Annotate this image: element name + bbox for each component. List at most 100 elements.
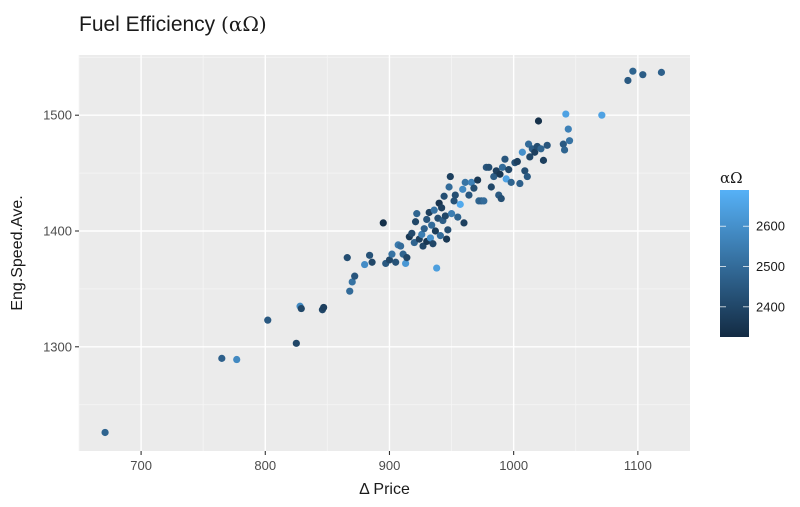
data-point — [430, 206, 438, 214]
data-point — [451, 191, 459, 199]
data-points — [101, 67, 666, 437]
legend-tick-label: 2500 — [756, 259, 785, 274]
major-gridlines — [79, 55, 690, 451]
data-point — [467, 178, 476, 186]
data-point — [460, 219, 468, 227]
x-tick-label: 900 — [379, 458, 401, 473]
data-point — [233, 355, 241, 364]
data-point — [446, 172, 454, 181]
data-point — [348, 278, 356, 286]
x-tick-label: 1100 — [624, 458, 652, 473]
y-axis: 1300 1400 1500 — [43, 108, 79, 354]
y-tick-label: 1400 — [43, 224, 72, 239]
data-point — [379, 219, 387, 227]
data-point — [639, 71, 647, 79]
data-point — [428, 221, 436, 229]
data-point — [518, 148, 526, 156]
data-point — [420, 225, 428, 233]
data-point — [433, 264, 441, 272]
data-point — [429, 240, 437, 248]
data-point — [480, 197, 488, 205]
legend-tick-label: 2400 — [756, 299, 785, 314]
data-point — [388, 250, 396, 258]
data-point — [513, 157, 521, 166]
x-tick-label: 800 — [254, 458, 276, 473]
data-point — [346, 287, 354, 295]
data-point — [320, 303, 328, 312]
data-point — [365, 251, 374, 259]
data-point — [624, 76, 632, 85]
data-point — [465, 191, 473, 199]
data-point — [498, 163, 507, 171]
colorbar-ticks: 2400 2500 2600 — [720, 219, 785, 314]
data-point — [523, 172, 531, 181]
data-point — [598, 111, 606, 119]
data-point — [470, 184, 478, 192]
data-point — [438, 204, 446, 212]
data-point — [397, 242, 405, 250]
data-point — [426, 234, 435, 242]
data-point — [461, 178, 469, 186]
data-point — [403, 254, 411, 262]
data-point — [485, 163, 493, 171]
data-point — [440, 192, 448, 200]
data-point — [297, 304, 305, 313]
data-point — [490, 172, 498, 181]
data-point — [442, 235, 451, 243]
legend-title: αΩ — [720, 169, 743, 187]
color-legend: αΩ 2400 2500 2600 — [720, 169, 785, 337]
data-point — [459, 185, 467, 193]
data-point — [368, 258, 376, 266]
data-point — [521, 167, 529, 175]
data-point — [562, 110, 570, 118]
y-tick-label: 1300 — [43, 339, 72, 354]
data-point — [505, 166, 513, 174]
data-point — [445, 183, 453, 191]
x-axis-title: Δ Price — [359, 481, 410, 498]
data-point — [418, 230, 426, 239]
chart-title-text: Fuel Efficiency — [79, 13, 222, 36]
data-point — [496, 170, 504, 178]
data-point — [385, 256, 394, 264]
data-point — [497, 194, 505, 203]
colorbar — [720, 190, 749, 337]
chart-title-greek: (αΩ) — [221, 12, 267, 36]
y-axis-title: Eng.Speed.Ave. — [9, 195, 26, 310]
data-point — [351, 272, 359, 280]
plot-panel — [79, 55, 690, 451]
data-point — [657, 68, 666, 76]
data-point — [411, 218, 420, 226]
data-point — [629, 67, 637, 75]
data-point — [516, 179, 524, 188]
data-point — [218, 354, 226, 362]
chart-title: Fuel Efficiency (αΩ) — [79, 12, 267, 37]
data-point — [402, 259, 410, 268]
data-point — [559, 140, 567, 148]
data-point — [537, 145, 545, 153]
data-point — [441, 212, 449, 220]
data-point — [560, 146, 569, 154]
data-point — [361, 260, 369, 269]
data-point — [423, 215, 431, 224]
data-point — [526, 153, 534, 161]
data-point — [292, 339, 300, 347]
data-point — [507, 178, 515, 186]
data-point — [413, 210, 421, 218]
data-point — [444, 226, 452, 234]
data-point — [454, 213, 462, 221]
data-point — [474, 176, 482, 184]
data-point — [447, 210, 456, 218]
data-point — [456, 200, 464, 208]
data-point — [392, 258, 400, 266]
data-point — [565, 137, 574, 145]
minor-gridlines — [78, 55, 690, 451]
data-point — [264, 316, 272, 324]
x-tick-label: 700 — [130, 458, 152, 473]
y-tick-label: 1500 — [43, 108, 72, 123]
data-point — [450, 197, 458, 205]
data-point — [501, 155, 509, 163]
data-point — [534, 117, 543, 125]
data-point — [101, 428, 109, 437]
x-axis: 700 800 900 1000 1100 — [130, 451, 652, 473]
